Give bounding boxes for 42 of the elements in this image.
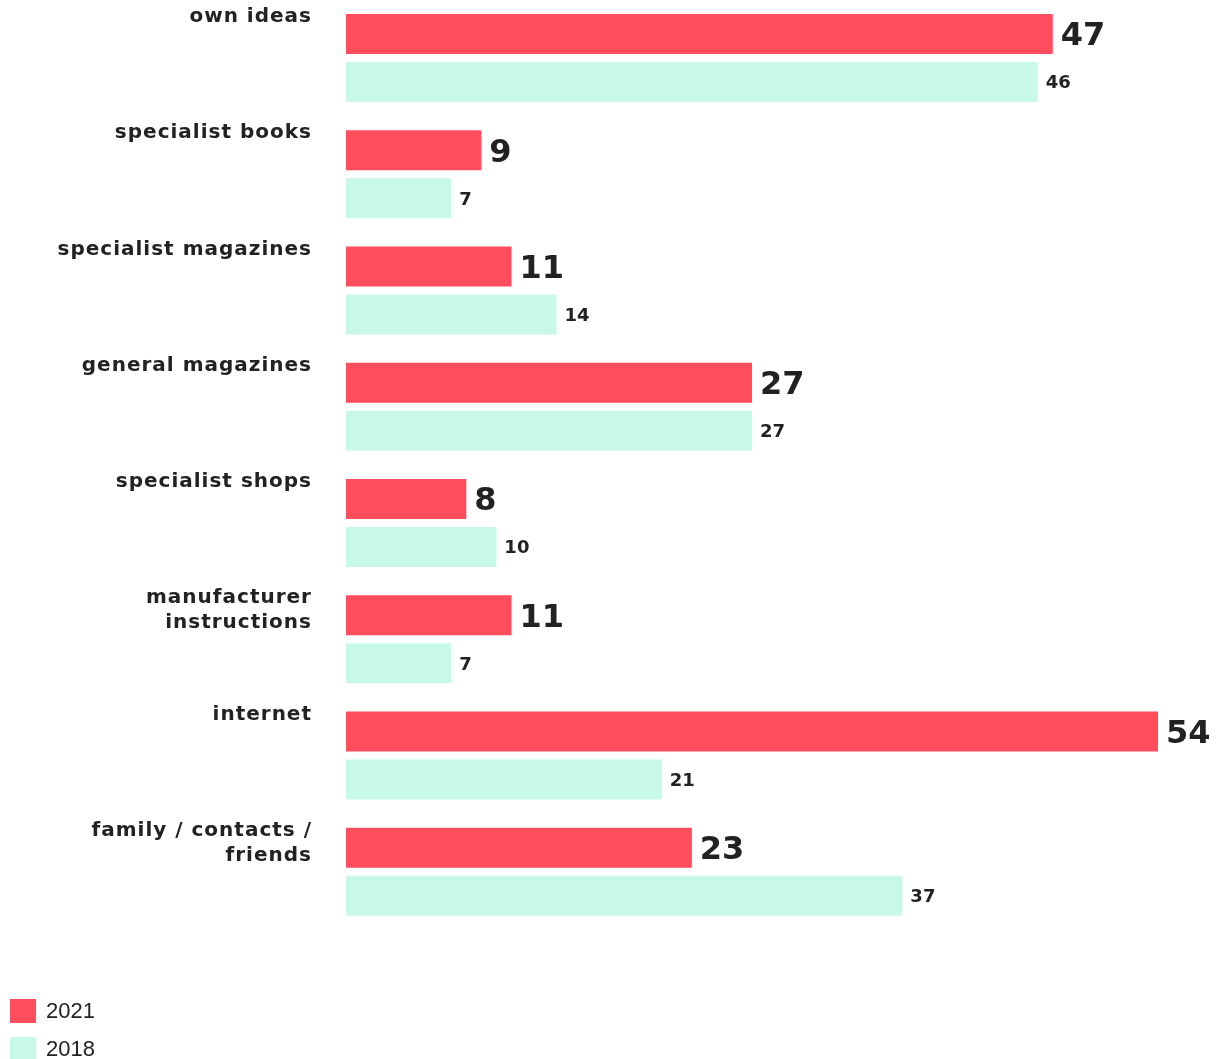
y-tick-label: specialist books (114, 119, 312, 144)
legend-label: 2018 (46, 1036, 95, 1059)
bar (346, 62, 1038, 102)
bar (346, 479, 467, 519)
y-tick-label: general magazines (81, 351, 312, 376)
bar (346, 527, 497, 567)
data-label: 11 (519, 247, 564, 286)
bar (346, 410, 752, 451)
data-label: 27 (760, 364, 805, 403)
data-label: 9 (489, 131, 512, 170)
data-label: 10 (504, 536, 530, 558)
data-label: 23 (699, 829, 745, 868)
data-label: 7 (459, 187, 472, 209)
bar (346, 875, 903, 916)
bar (346, 246, 512, 287)
bar (346, 178, 452, 219)
bar (346, 759, 662, 800)
bar (346, 294, 557, 335)
data-label: 46 (1045, 71, 1071, 93)
y-tick-label: family / contacts / friends (91, 816, 312, 866)
bar (346, 643, 452, 684)
data-label: 11 (519, 596, 564, 635)
bar (346, 362, 752, 403)
data-label: 37 (910, 885, 936, 907)
y-tick-label: internet (212, 700, 312, 725)
data-label: 21 (669, 768, 695, 790)
data-label: 47 (1060, 15, 1106, 54)
y-tick-label: own ideas (189, 3, 312, 28)
data-label: 54 (1166, 712, 1211, 751)
legend-label: 2021 (46, 998, 95, 1024)
data-label: 7 (459, 652, 472, 674)
y-tick-label: specialist shops (115, 468, 312, 493)
bar (346, 827, 692, 868)
y-tick-label: manufacturer instructions (146, 584, 312, 634)
bar (346, 130, 482, 171)
data-label: 14 (564, 303, 590, 325)
bar (346, 595, 512, 636)
data-label: 8 (474, 480, 497, 519)
bar (346, 711, 1158, 752)
data-label: 27 (760, 420, 786, 442)
bar (346, 14, 1053, 54)
y-tick-label: specialist magazines (57, 235, 312, 260)
